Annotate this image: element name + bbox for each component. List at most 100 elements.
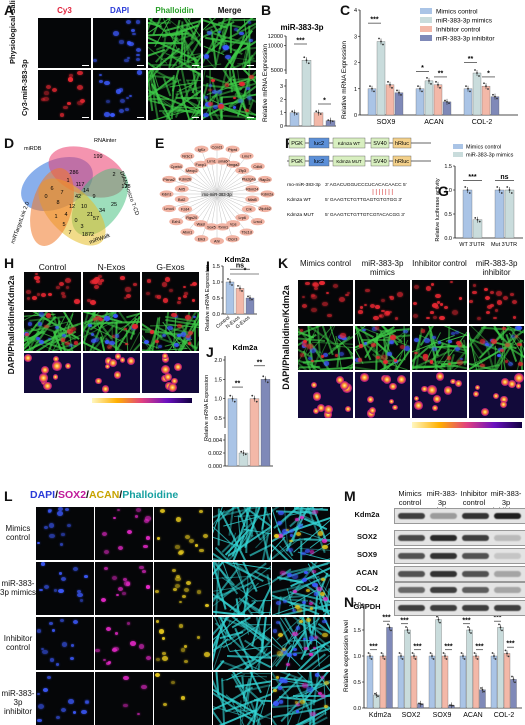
construct-wt-label-1: luc2 xyxy=(314,141,324,147)
venn-count-6: 7 xyxy=(60,190,63,196)
network-edge xyxy=(201,193,218,239)
panel-m-protein-2: SOX9 xyxy=(356,550,377,559)
gene-label: Lrrc4 xyxy=(253,220,262,224)
seq-mut: 5' GAAGTCTGTTGTCGTACACGG 3' xyxy=(325,212,405,218)
gene-node xyxy=(174,195,189,203)
data-point xyxy=(400,94,402,96)
blot-band xyxy=(398,535,425,541)
construct-mut-label-2: Kdm2a MUT xyxy=(336,159,362,164)
panel-label-a: A xyxy=(4,2,15,18)
panel-a-image-r1-c1 xyxy=(93,70,146,120)
gene-label: Ahr xyxy=(214,240,221,244)
venn-set-4 xyxy=(30,168,74,246)
data-point xyxy=(240,450,243,453)
data-point xyxy=(382,43,384,46)
gene-label: Nr3c1 xyxy=(182,155,192,159)
gene-label: Cdk6 xyxy=(253,165,262,169)
chart-j: Kdm2a Relative mRNA Expression 0.000 0.002 0… xyxy=(204,343,273,470)
y-tick-label: 10000 xyxy=(268,44,283,50)
construct-wt-label-4: hRluc xyxy=(395,141,409,147)
gene-node xyxy=(260,190,275,198)
venn-count-22: 0 xyxy=(74,218,77,224)
data-point xyxy=(496,97,498,100)
data-point xyxy=(439,621,441,624)
venn-count-7: 42 xyxy=(75,194,81,200)
panel-label-n: N xyxy=(344,594,355,610)
construct-mut-label-4: hRluc xyxy=(395,159,409,165)
sig-label: * xyxy=(244,268,247,275)
y-tick-label: 1.0 xyxy=(444,188,452,194)
data-point xyxy=(303,56,306,59)
blot-band xyxy=(430,553,457,559)
network-edge xyxy=(176,166,218,195)
blot-band xyxy=(398,553,425,559)
venn-set-label-4: miRTargetLink 2.0 xyxy=(10,201,31,245)
sig-label: * xyxy=(487,70,490,77)
panel-l-title-part: / xyxy=(55,489,59,501)
construct-wt-segment-4 xyxy=(392,137,412,149)
bar-j-2 xyxy=(249,398,260,467)
panel-h-col-0: Control xyxy=(38,262,67,272)
network-edge xyxy=(191,193,218,218)
sig-label: *** xyxy=(413,643,421,650)
data-point xyxy=(436,615,438,618)
gene-label: Kdm2a xyxy=(261,193,274,197)
scale-bar xyxy=(247,117,254,118)
scale-bar xyxy=(82,117,89,118)
gene-node xyxy=(225,235,240,243)
gene-label: Cpeb4 xyxy=(171,165,182,169)
panel-l-image-r3-c1 xyxy=(95,672,153,725)
data-point xyxy=(469,90,471,93)
data-point xyxy=(487,88,489,90)
chart-n: Relative expression level 0.0 0.5 1.0 1.5 2.0… xyxy=(343,602,522,719)
data-point xyxy=(251,298,253,301)
construct-mut-segment-1 xyxy=(308,155,330,167)
venn-count-10: 10 xyxy=(81,204,87,210)
network-edge xyxy=(211,161,218,195)
blot-band xyxy=(462,535,489,541)
panel-l-image-r1-c1 xyxy=(95,562,153,615)
sig-label: *** xyxy=(369,643,377,650)
sig-label: *** xyxy=(462,617,470,624)
network-edge xyxy=(200,193,218,224)
panel-l-row-1: miR-383-3p mimics xyxy=(0,578,37,597)
y-tick-label: 5000 xyxy=(271,68,283,74)
data-point xyxy=(383,658,386,660)
y-tick-label: 0.5 xyxy=(353,680,361,686)
panel-l-title-part: SOX2 xyxy=(58,489,87,501)
sig-label: ** xyxy=(438,70,444,77)
bar-c-1-1 xyxy=(424,80,434,116)
data-point xyxy=(401,658,404,660)
gene-label: Rgs20 xyxy=(186,216,197,220)
data-point xyxy=(227,278,229,280)
bar-n-2-0 xyxy=(428,655,436,709)
gene-label: Zfp462 xyxy=(259,207,271,211)
gene-node xyxy=(225,145,240,153)
data-point xyxy=(478,75,480,77)
panel-a-image-r1-c3 xyxy=(203,70,256,120)
gene-label: Plxna2 xyxy=(163,178,175,182)
blot-strip-1 xyxy=(394,530,525,546)
bar-n-0-0 xyxy=(366,655,374,709)
data-point xyxy=(331,120,334,123)
y-tick-label: 0.5 xyxy=(212,296,220,302)
venn-set-label-1: RNAinter xyxy=(94,138,116,144)
gene-label: Elk3 xyxy=(198,237,205,241)
gene-node xyxy=(245,185,260,193)
sig-label: ns xyxy=(236,263,244,270)
x-tick-label-n-3: ACAN xyxy=(463,712,482,719)
gene-label: Kdm2b xyxy=(179,177,191,181)
legend-label-0: Mimics control xyxy=(436,9,478,16)
venn-count-8: 9 xyxy=(92,194,95,200)
network-edge xyxy=(216,193,234,224)
panel-label-b: B xyxy=(261,2,272,18)
sig-label: * xyxy=(421,65,424,72)
blot-band xyxy=(462,571,489,577)
y-tick-label: 0.5 xyxy=(444,212,452,218)
panel-h-image-r2-c1 xyxy=(83,353,140,393)
panel-l-image-r3-c0 xyxy=(36,672,94,725)
network-edge xyxy=(216,164,234,195)
bar-n-4-2 xyxy=(503,653,511,709)
y-tick-label: 2.0 xyxy=(353,602,361,608)
blot-band xyxy=(494,587,521,593)
